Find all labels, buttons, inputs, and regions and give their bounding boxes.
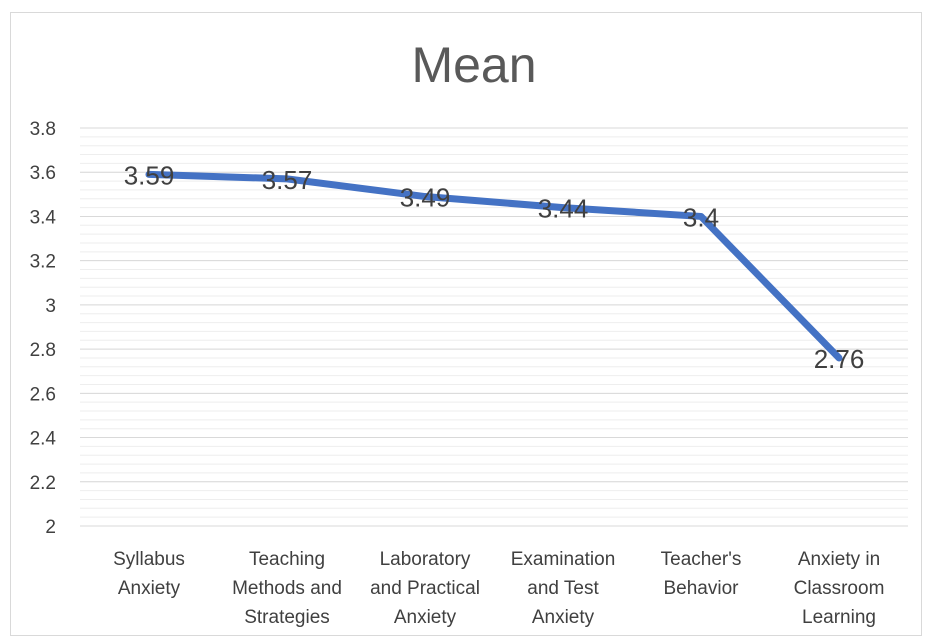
- chart-frame: [10, 12, 922, 636]
- y-tick-label: 3: [45, 296, 56, 317]
- x-tick-label: Syllabus Anxiety: [113, 549, 185, 599]
- chart-title: Mean: [411, 37, 536, 93]
- data-label: 3.59: [124, 160, 175, 190]
- minor-gridlines: [80, 127, 908, 527]
- data-label: 3.44: [538, 194, 589, 224]
- x-tick-label: Laboratory and Practical Anxiety: [370, 549, 480, 628]
- y-tick-label: 2: [45, 517, 56, 538]
- data-label: 3.57: [262, 165, 313, 195]
- y-tick-label: 3.2: [30, 252, 56, 273]
- y-tick-label: 3.6: [30, 163, 56, 184]
- x-axis-tick-labels: Syllabus Anxiety Teaching Methods and Strate…: [113, 549, 884, 628]
- x-tick-label: Examination and Test Anxiety: [511, 549, 616, 628]
- y-axis-tick-labels: 2 2.2 2.4 2.6 2.8 3 3.2 3.4 3.6 3.8: [30, 119, 57, 538]
- series-line: [145, 170, 843, 362]
- y-tick-label: 2.4: [30, 429, 57, 450]
- y-tick-label: 3.8: [30, 119, 56, 140]
- y-tick-label: 2.2: [30, 473, 56, 494]
- y-tick-label: 2.8: [30, 340, 56, 361]
- data-label: 3.49: [400, 183, 451, 213]
- x-tick-label: Anxiety in Classroom Learning: [794, 549, 885, 628]
- major-gridlines: [80, 127, 908, 527]
- x-tick-label: Teacher's Behavior: [661, 549, 742, 599]
- series-mean: [145, 170, 843, 362]
- data-labels: 3.59 3.57 3.49 3.44 3.4 2.76: [124, 160, 865, 374]
- x-tick-label: Teaching Methods and Strategies: [232, 549, 342, 628]
- data-label: 2.76: [814, 344, 865, 374]
- y-tick-label: 2.6: [30, 384, 56, 405]
- data-label: 3.4: [683, 202, 719, 232]
- y-tick-label: 3.4: [30, 207, 57, 228]
